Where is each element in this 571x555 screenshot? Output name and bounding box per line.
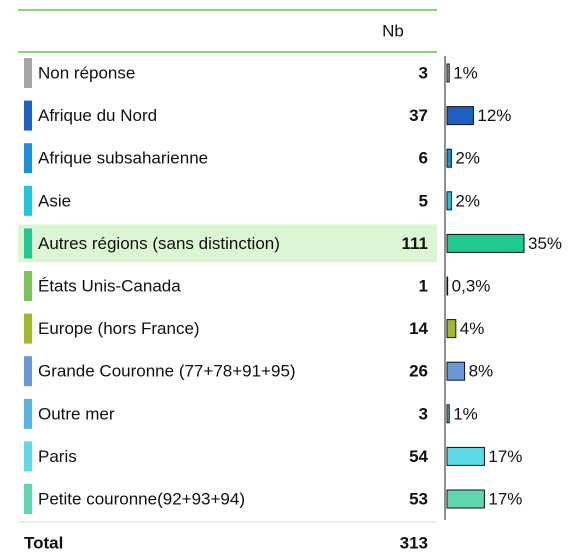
value-label: 35% <box>528 234 562 253</box>
row-highlight <box>18 224 437 263</box>
count: 26 <box>409 362 428 381</box>
category-label: Grande Couronne (77+78+91+95) <box>38 362 296 381</box>
bar <box>446 361 466 381</box>
count: 3 <box>419 63 428 82</box>
bar <box>446 191 452 211</box>
count: 5 <box>419 191 428 210</box>
value-label: 1% <box>453 404 478 423</box>
category-label: Afrique du Nord <box>38 106 157 125</box>
color-swatch <box>24 143 32 174</box>
category-label: Paris <box>38 447 77 466</box>
bar <box>446 489 485 509</box>
value-label: 12% <box>477 106 511 125</box>
bar <box>446 63 450 83</box>
bar <box>446 446 485 466</box>
category-label: Non réponse <box>38 63 135 82</box>
value-label: 2% <box>455 149 480 168</box>
bar <box>446 276 449 296</box>
category-label: États Unis-Canada <box>38 276 181 295</box>
value-label: 2% <box>455 191 480 210</box>
value-label: 8% <box>469 362 494 381</box>
category-label: Outre mer <box>38 404 115 423</box>
color-swatch <box>24 228 32 259</box>
color-swatch <box>24 100 32 131</box>
count: 1 <box>419 276 428 295</box>
value-label: 0,3% <box>452 276 491 295</box>
color-swatch <box>24 185 32 216</box>
color-swatch <box>24 271 32 301</box>
count: 37 <box>409 106 428 125</box>
color-swatch <box>24 356 32 387</box>
count: 3 <box>419 404 428 423</box>
category-label: Autres régions (sans distinction) <box>38 234 280 253</box>
count: 14 <box>409 319 428 338</box>
category-label: Afrique subsaharienne <box>38 149 208 168</box>
bar <box>446 233 525 253</box>
category-label: Europe (hors France) <box>38 319 200 338</box>
color-swatch <box>24 313 32 344</box>
bar <box>446 404 450 424</box>
count: 111 <box>402 234 429 253</box>
bar <box>446 319 457 339</box>
count: 54 <box>409 447 428 466</box>
color-swatch <box>24 484 32 514</box>
color-swatch <box>24 441 32 472</box>
value-label: 1% <box>453 63 478 82</box>
value-label: 17% <box>488 489 522 508</box>
bar <box>446 106 474 126</box>
category-label: Asie <box>38 191 71 210</box>
bar <box>446 148 452 168</box>
count: 6 <box>419 149 428 168</box>
category-label: Petite couronne(92+93+94) <box>38 489 245 508</box>
value-label: 4% <box>460 319 485 338</box>
total-value: 313 <box>400 533 428 552</box>
color-swatch <box>24 58 32 88</box>
count: 53 <box>409 489 428 508</box>
value-label: 17% <box>488 447 522 466</box>
color-swatch <box>24 398 32 429</box>
column-header: Nb <box>382 21 404 40</box>
total-label: Total <box>24 533 63 552</box>
